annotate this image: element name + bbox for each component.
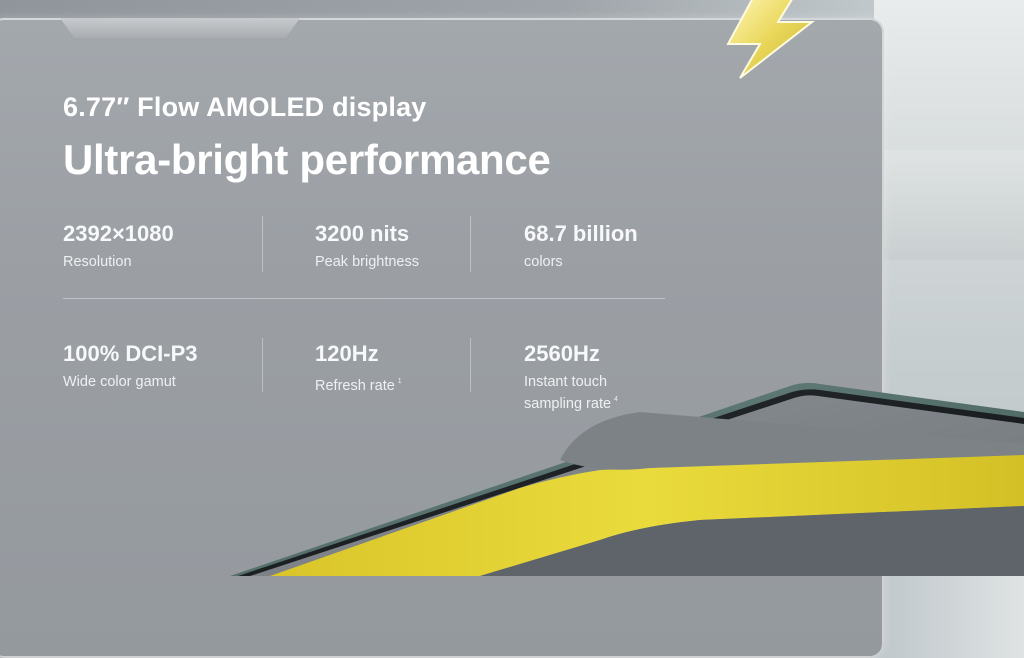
spec-value: 2560Hz: [524, 341, 600, 366]
vertical-divider: [470, 338, 471, 392]
background-wall: [874, 0, 1024, 576]
background-ledge: [884, 150, 1024, 260]
spec-color-gamut: 100% DCI-P3 Wide color gamut: [63, 341, 198, 391]
spec-value: 2392×1080: [63, 221, 174, 246]
spec-label-line2: sampling rate: [524, 396, 612, 412]
panel-tab: [60, 18, 300, 38]
vertical-divider: [470, 216, 471, 272]
spec-resolution: 2392×1080 Resolution: [63, 221, 174, 271]
spec-touch-sampling: 2560Hz Instant touch sampling rate 4: [524, 341, 618, 413]
spec-value: 68.7 billion: [524, 221, 638, 246]
vertical-divider: [262, 216, 263, 272]
spec-label-wrap: Instant touch sampling rate 4: [524, 373, 618, 413]
spec-label: Wide color gamut: [63, 374, 176, 390]
spec-label: Resolution: [63, 254, 132, 270]
spec-value: 3200 nits: [315, 221, 410, 246]
spec-label: Peak brightness: [315, 254, 419, 270]
spec-value: 100% DCI-P3: [63, 341, 198, 366]
horizontal-divider: [63, 298, 665, 299]
spec-value: 120Hz: [315, 341, 379, 366]
spec-colors: 68.7 billion colors: [524, 221, 638, 271]
footnote-marker: 4: [614, 396, 618, 403]
spec-refresh-rate: 120Hz Refresh rate 1: [315, 341, 402, 395]
spec-label: colors: [524, 254, 563, 270]
display-subtitle: 6.77″ Flow AMOLED display: [63, 92, 427, 122]
spec-label-line1: Instant touch: [524, 374, 608, 390]
spec-label: Refresh rate: [315, 378, 395, 394]
vertical-divider: [262, 338, 263, 392]
spec-brightness: 3200 nits Peak brightness: [315, 221, 419, 271]
lightning-bolt-icon: [726, 0, 815, 79]
page-title: Ultra-bright performance: [63, 136, 551, 183]
spec-label-wrap: Refresh rate 1: [315, 373, 402, 395]
footnote-marker: 1: [397, 378, 402, 385]
